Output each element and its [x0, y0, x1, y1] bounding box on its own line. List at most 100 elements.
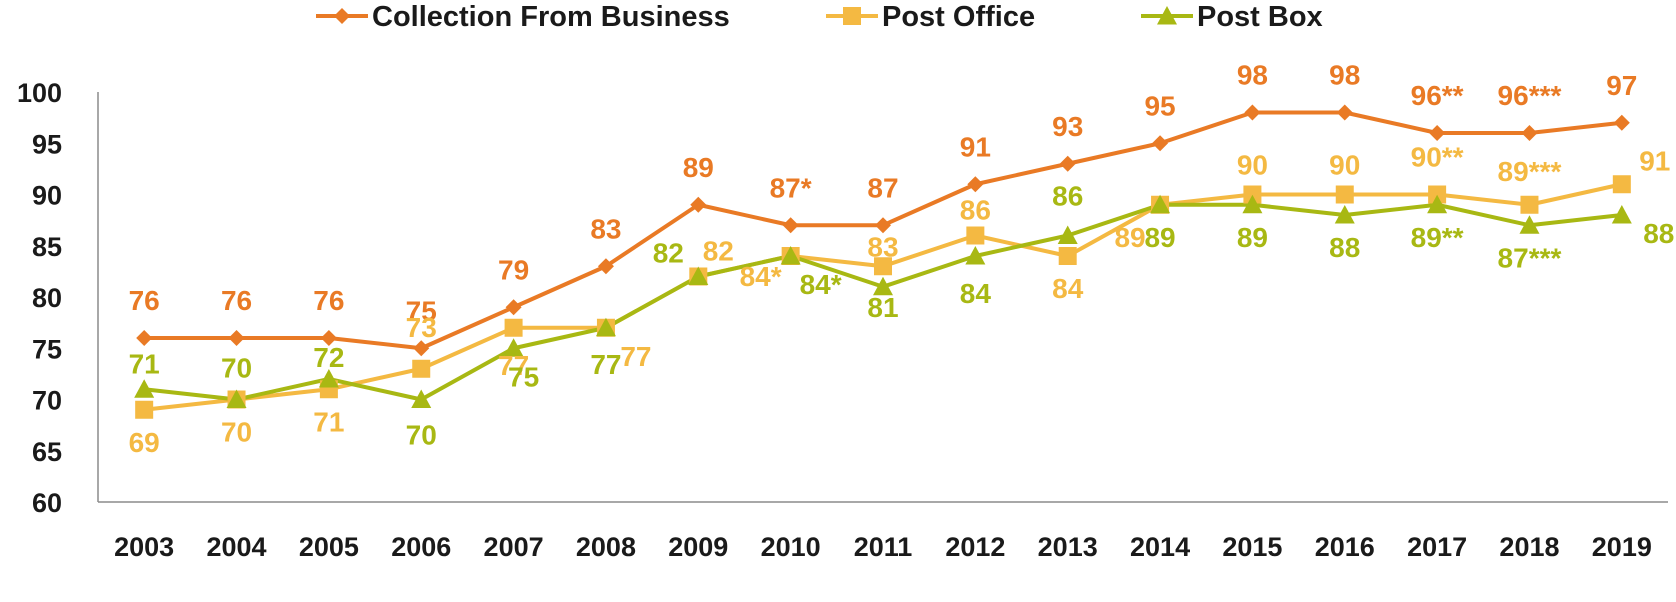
x-tick-label: 2017 [1407, 532, 1467, 562]
data-label: 70 [221, 417, 252, 448]
data-label: 70 [221, 353, 252, 384]
x-tick-label: 2004 [206, 532, 266, 562]
data-label: 77 [498, 350, 529, 381]
y-tick-label: 80 [32, 283, 62, 313]
data-point [875, 217, 891, 234]
data-point [503, 338, 524, 357]
x-tick-label: 2010 [761, 532, 821, 562]
data-label: 89** [1411, 222, 1464, 253]
data-label: 75 [406, 295, 437, 326]
data-point [965, 246, 986, 265]
x-tick-label: 2011 [854, 532, 913, 562]
data-label: 75 [508, 361, 539, 392]
data-point [1519, 215, 1540, 234]
data-label: 90 [1329, 150, 1360, 181]
data-point [1244, 104, 1261, 121]
data-label: 90 [1237, 150, 1268, 181]
data-label: 82 [653, 238, 684, 269]
data-point [780, 246, 801, 265]
data-label: 76 [221, 285, 252, 316]
data-point [226, 389, 247, 408]
data-label: 84* [800, 269, 842, 300]
data-label: 95 [1144, 90, 1175, 121]
y-tick-label: 85 [32, 232, 62, 262]
x-tick-label: 2013 [1038, 532, 1098, 562]
data-label: 84 [960, 278, 992, 309]
data-labels: 76 76 76 75 79 83 89 87* 87 91 93 95 98 98 96** 96*** 97… [129, 60, 1675, 458]
data-label: 79 [498, 254, 529, 285]
data-label: 76 [313, 285, 344, 316]
data-point [1152, 135, 1169, 152]
data-point [688, 266, 709, 285]
data-label: 76 [129, 285, 160, 316]
data-point [1521, 125, 1538, 141]
x-tick-label: 2007 [484, 532, 544, 562]
data-point [413, 340, 430, 357]
x-tick-label: 2019 [1592, 532, 1652, 562]
data-point [1057, 225, 1078, 244]
data-label: 83 [590, 213, 621, 244]
x-tick-label: 2005 [299, 532, 359, 562]
legend-label: Post Box [1197, 1, 1323, 33]
data-label: 93 [1052, 111, 1083, 142]
data-point [135, 400, 154, 419]
data-point [1334, 205, 1355, 224]
data-label: 89 [683, 152, 714, 183]
y-tick-label: 60 [32, 488, 62, 518]
data-point [1335, 185, 1354, 204]
x-tick-label: 2016 [1315, 532, 1375, 562]
data-point [412, 359, 431, 378]
data-label: 89 [1114, 222, 1145, 253]
data-label: 86 [960, 195, 991, 226]
y-tick-label: 95 [32, 129, 62, 159]
data-point [1428, 185, 1447, 204]
data-label: 96** [1411, 80, 1464, 111]
data-label: 96*** [1498, 80, 1562, 111]
data-point [782, 217, 799, 234]
data-point [1242, 194, 1263, 214]
data-label: 91 [960, 131, 991, 162]
x-tick-label: 2009 [668, 532, 728, 562]
data-label: 87 [867, 172, 898, 203]
data-label: 87* [770, 172, 812, 203]
data-point [1243, 185, 1262, 204]
data-point [967, 176, 984, 193]
data-label: 81 [867, 292, 898, 323]
data-point [1429, 125, 1446, 141]
data-label: 71 [313, 406, 344, 437]
y-tick-label: 90 [32, 181, 62, 211]
data-label: 88 [1643, 218, 1674, 249]
x-tick-label: 2014 [1130, 532, 1190, 562]
data-label: 73 [406, 312, 437, 343]
data-point [411, 389, 432, 408]
data-label: 69 [129, 427, 160, 458]
legend-label: Collection From Business [372, 1, 730, 33]
data-point [504, 318, 523, 337]
data-point [1427, 194, 1448, 214]
x-tick-label: 2008 [576, 532, 636, 562]
data-label: 89 [1144, 222, 1175, 253]
data-point [1059, 155, 1076, 172]
data-label: 71 [129, 348, 160, 379]
data-point [505, 299, 522, 316]
data-point [1150, 194, 1171, 214]
legend: Collection From Business Post Office Post … [316, 1, 1323, 33]
data-point [597, 258, 614, 275]
data-point [228, 330, 245, 346]
data-label: 77 [590, 349, 621, 380]
data-point [1058, 247, 1077, 265]
legend-label: Post Office [882, 1, 1035, 33]
data-point [320, 330, 337, 346]
data-point [873, 276, 893, 296]
x-tick-label: 2015 [1222, 532, 1282, 562]
data-label: 98 [1329, 60, 1360, 91]
data-label: 86 [1052, 181, 1083, 212]
data-point [1612, 175, 1631, 194]
data-point [318, 369, 339, 388]
y-tick-label: 75 [32, 334, 62, 364]
x-tick-label: 2006 [391, 532, 451, 562]
data-label: 98 [1237, 60, 1268, 91]
data-point [966, 226, 985, 245]
x-tick-label: 2012 [945, 532, 1005, 562]
